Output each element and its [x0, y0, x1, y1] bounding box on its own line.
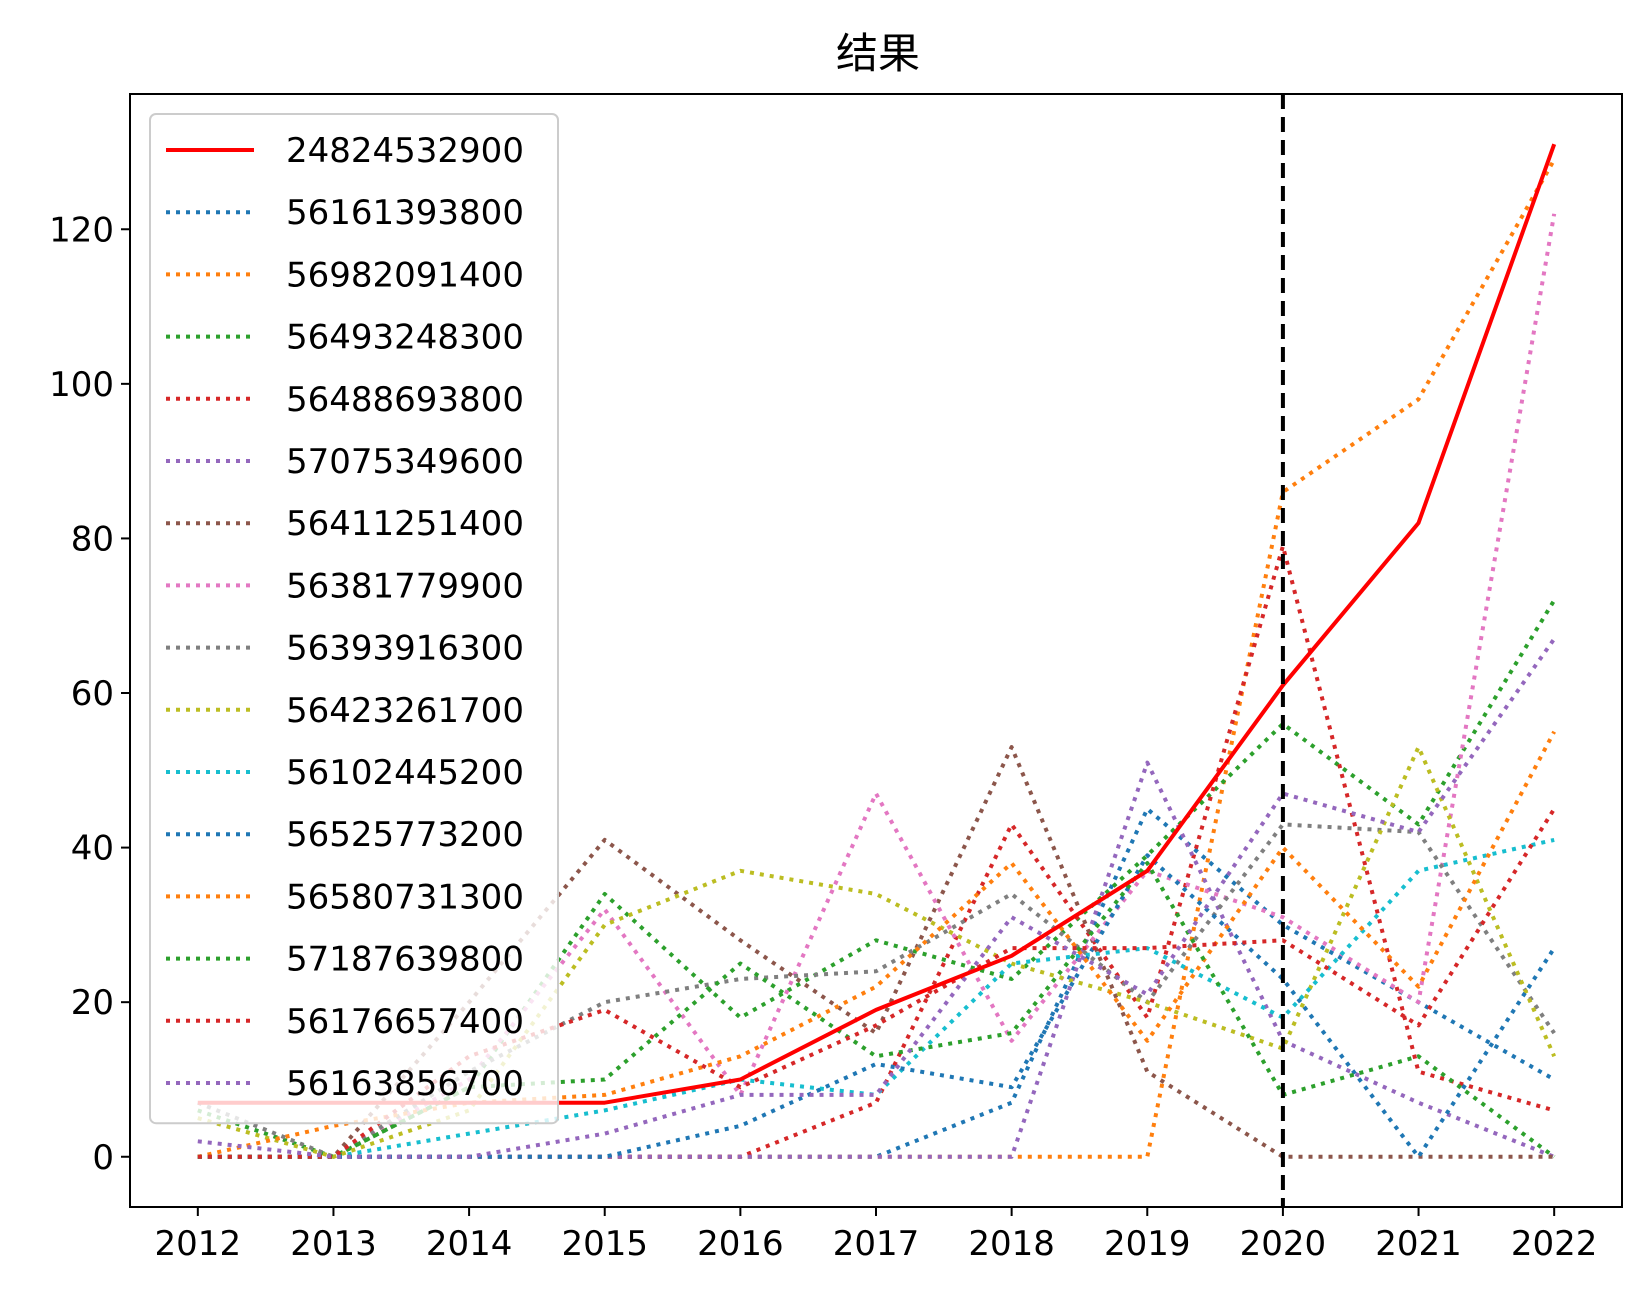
legend-entry-label: 24824532900	[286, 131, 524, 171]
y-tick-label: 20	[71, 983, 114, 1023]
x-tick-label: 2017	[833, 1224, 920, 1264]
legend-entry-label: 56163856700	[286, 1064, 524, 1104]
legend-entry-label: 56580731300	[286, 877, 524, 917]
x-tick-label: 2015	[561, 1224, 648, 1264]
legend-entry-label: 56982091400	[286, 255, 524, 295]
legend-entry-label: 56176657400	[286, 1002, 524, 1042]
legend-entry-label: 56525773200	[286, 815, 524, 855]
legend-entry-label: 56161393800	[286, 193, 524, 233]
legend-entry-label: 56411251400	[286, 504, 524, 544]
legend-entry-label: 57075349600	[286, 442, 524, 482]
x-tick-label: 2021	[1375, 1224, 1462, 1264]
legend-entry-label: 56393916300	[286, 629, 524, 669]
y-tick-label: 0	[92, 1138, 114, 1178]
legend-entry-label: 56423261700	[286, 691, 524, 731]
legend-entry-label: 56493248300	[286, 318, 524, 358]
series-line-56176657400	[197, 807, 1556, 1159]
x-tick-label: 2016	[697, 1224, 784, 1264]
legend-box	[149, 113, 559, 1125]
x-tick-label: 2018	[968, 1224, 1055, 1264]
legend-entry-label: 56488693800	[286, 380, 524, 420]
x-tick-label: 2022	[1511, 1224, 1598, 1264]
y-tick-label: 60	[71, 674, 114, 714]
y-tick-label: 120	[49, 210, 114, 250]
legend: 24824532900 56161393800 56982091400 5649324…	[149, 113, 559, 1125]
x-tick-label: 2020	[1240, 1224, 1327, 1264]
x-tick-label: 2013	[290, 1224, 377, 1264]
legend-entry-label: 57187639800	[286, 940, 524, 980]
y-tick-label: 100	[49, 365, 114, 405]
legend-entry-label: 56381779900	[286, 566, 524, 606]
y-tick-label: 40	[71, 829, 114, 869]
chart-title: 结果	[836, 29, 920, 78]
x-tick-label: 2019	[1104, 1224, 1191, 1264]
series-line-56493248300	[197, 599, 1556, 1159]
legend-entry-label: 56102445200	[286, 753, 524, 793]
x-tick-label: 2012	[155, 1224, 242, 1264]
series-line-56982091400	[197, 158, 1556, 1159]
y-tick-label: 80	[71, 519, 114, 559]
x-tick-label: 2014	[426, 1224, 513, 1264]
